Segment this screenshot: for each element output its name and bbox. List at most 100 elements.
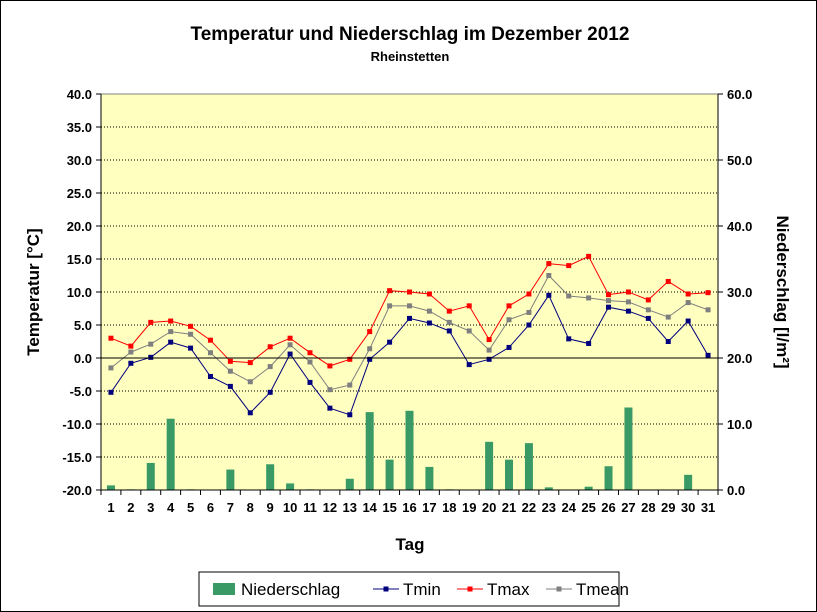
data-point-tmin: [426, 320, 432, 326]
y-right-tick-label: 10.0: [727, 417, 752, 432]
data-point-tmin: [466, 362, 472, 368]
data-point-tmean: [188, 331, 194, 337]
y-left-tick-label: 30.0: [67, 153, 92, 168]
y-right-tick-label: 40.0: [727, 219, 752, 234]
data-point-tmin: [307, 379, 313, 385]
data-point-tmin: [625, 308, 631, 314]
x-tick-label: 26: [601, 500, 615, 515]
data-point-tmax: [148, 319, 154, 325]
y-right-tick-label: 50.0: [727, 153, 752, 168]
data-point-tmin: [287, 351, 293, 357]
data-point-tmean: [446, 319, 452, 325]
x-tick-label: 4: [167, 500, 175, 515]
legend-label-tmin: Tmin: [403, 580, 441, 599]
x-tick-label: 7: [227, 500, 234, 515]
data-point-tmean: [387, 303, 393, 309]
data-point-tmax: [625, 289, 631, 295]
data-point-tmean: [586, 295, 592, 301]
data-point-tmean: [625, 299, 631, 305]
precipitation-bar: [505, 459, 514, 490]
data-point-tmax: [705, 290, 711, 296]
y-right-tick-label: 60.0: [727, 87, 752, 102]
data-point-tmin: [347, 412, 353, 418]
x-tick-label: 31: [701, 500, 715, 515]
x-tick-label: 1: [107, 500, 114, 515]
grid-lines: [101, 126, 718, 458]
precipitation-bar: [385, 459, 394, 490]
data-point-tmax: [387, 288, 393, 294]
precipitation-bar: [425, 466, 434, 490]
data-point-tmean: [327, 387, 333, 393]
data-point-tmax: [566, 263, 572, 269]
data-point-tmin: [546, 292, 552, 298]
precipitation-bar: [266, 464, 275, 490]
data-point-tmax: [367, 329, 373, 335]
x-tick-label: 24: [561, 500, 576, 515]
data-point-tmean: [128, 349, 134, 355]
data-point-tmin: [446, 328, 452, 334]
data-point-tmax: [227, 358, 233, 364]
data-point-tmax: [486, 337, 492, 343]
legend-swatch-niederschlag: [213, 583, 235, 595]
y-left-tick-label: -15.0: [62, 450, 92, 465]
data-point-tmean: [227, 368, 233, 374]
data-point-tmax: [586, 253, 592, 259]
x-tick-label: 25: [581, 500, 595, 515]
data-point-tmean: [426, 308, 432, 314]
temperature-lines: [108, 253, 711, 418]
data-point-tmax: [347, 356, 353, 362]
precipitation-bar: [166, 418, 175, 490]
data-point-tmin: [227, 383, 233, 389]
data-point-tmin: [407, 315, 412, 321]
precipitation-bar: [146, 462, 155, 490]
data-point-tmin: [108, 389, 114, 395]
data-point-tmin: [188, 345, 194, 351]
legend-label-tmean: Tmean: [576, 580, 629, 599]
data-point-tmax: [407, 289, 412, 295]
x-tick-label: 28: [641, 500, 655, 515]
x-tick-label: 14: [362, 500, 377, 515]
x-tick-label: 15: [382, 500, 396, 515]
x-tick-label: 13: [343, 500, 357, 515]
data-point-tmax: [446, 308, 452, 314]
y-left-tick-label: 15.0: [67, 252, 92, 267]
data-point-tmax: [128, 343, 134, 349]
x-tick-label: 17: [422, 500, 436, 515]
data-point-tmean: [367, 346, 373, 352]
legend: Niederschlag Tmin Tmax Tmean: [213, 580, 629, 599]
data-point-tmin: [506, 344, 512, 350]
data-point-tmax: [685, 291, 691, 297]
data-point-tmin: [586, 340, 592, 346]
y-left-tick-label: 5.0: [74, 318, 92, 333]
x-tick-label: 5: [187, 500, 194, 515]
legend-marker-tmean: [556, 586, 562, 592]
precipitation-bar: [286, 483, 295, 490]
precipitation-bar: [485, 441, 494, 490]
data-point-tmax: [645, 297, 651, 303]
data-point-tmin: [645, 315, 651, 321]
x-tick-label: 16: [402, 500, 416, 515]
data-point-tmean: [108, 365, 114, 371]
x-tick-label: 2: [127, 500, 134, 515]
data-point-tmin: [705, 352, 711, 358]
y-right-tick-label: 30.0: [727, 285, 752, 300]
x-axis-label: Tag: [396, 535, 425, 554]
data-point-tmean: [705, 307, 711, 313]
x-tick-label: 30: [681, 500, 695, 515]
data-point-tmin: [327, 405, 333, 411]
data-point-tmax: [287, 335, 293, 341]
precipitation-bar: [684, 474, 693, 490]
precipitation-bar: [544, 487, 553, 490]
x-tick-label: 19: [462, 500, 476, 515]
data-point-tmax: [466, 303, 472, 309]
x-tick-label: 3: [147, 500, 154, 515]
data-point-tmin: [665, 339, 671, 344]
data-point-tmean: [526, 309, 532, 315]
data-point-tmean: [148, 341, 154, 347]
x-tick-label: 21: [502, 500, 516, 515]
y-axis-left-label: Temperatur [°C]: [24, 228, 43, 355]
data-point-tmax: [506, 303, 512, 309]
precipitation-bar: [405, 410, 414, 490]
x-tick-label: 10: [283, 500, 297, 515]
